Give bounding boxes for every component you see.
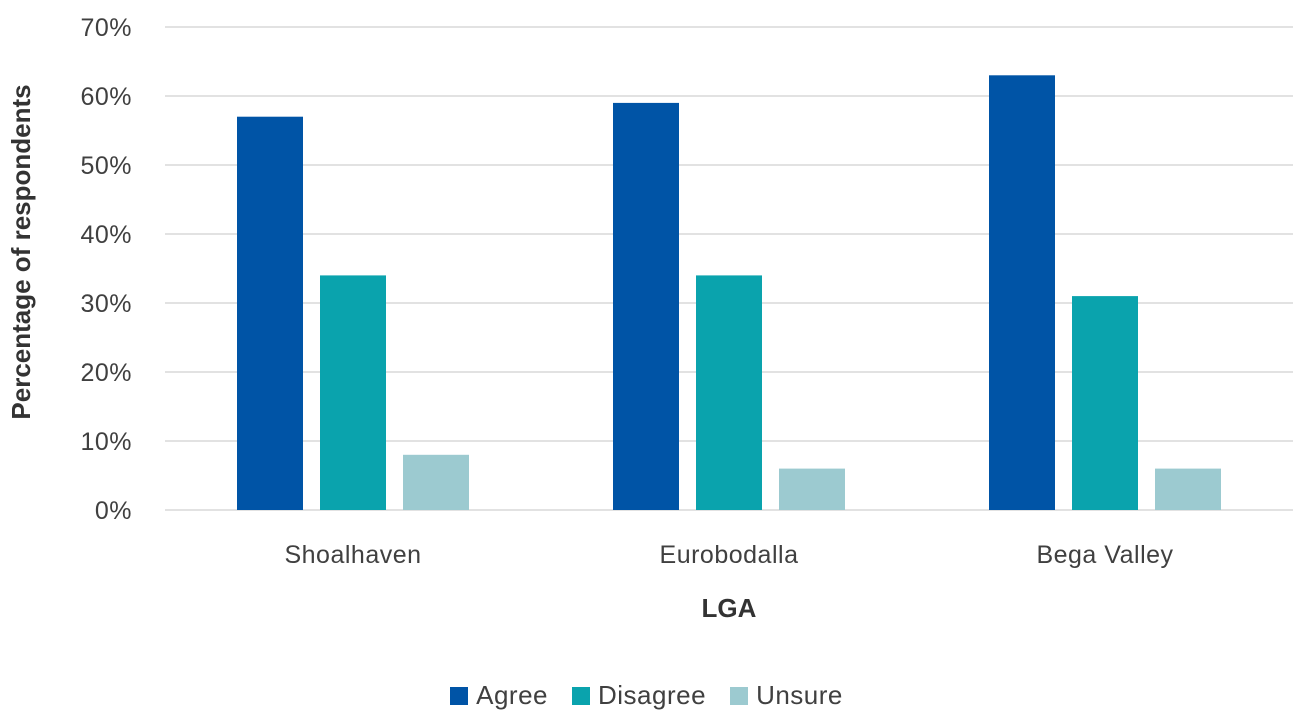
y-tick-label: 60% bbox=[80, 83, 132, 111]
legend-label: Unsure bbox=[756, 680, 843, 710]
y-axis-ticks: 0% 10% 20% 30% 40% 50% 60% 70% bbox=[80, 14, 132, 525]
legend-item-agree: Agree bbox=[450, 680, 548, 711]
bar-disagree-eurobodalla bbox=[696, 275, 762, 510]
y-tick-label: 30% bbox=[80, 290, 132, 318]
y-tick-label: 70% bbox=[80, 14, 132, 42]
y-tick-label: 40% bbox=[80, 221, 132, 249]
bar-agree-bega-valley bbox=[989, 75, 1055, 511]
legend-swatch bbox=[730, 686, 749, 705]
bar-unsure-shoalhaven bbox=[403, 454, 469, 510]
x-axis-title: LGA bbox=[702, 593, 757, 623]
legend-item-unsure: Unsure bbox=[730, 680, 843, 711]
x-axis-categories: Shoalhaven Eurobodalla Bega Valley bbox=[284, 541, 1173, 569]
x-category-label: Bega Valley bbox=[1036, 541, 1173, 569]
y-axis-title: Percentage of respondents bbox=[6, 84, 36, 419]
x-category-label: Eurobodalla bbox=[660, 541, 799, 569]
y-tick-label: 50% bbox=[80, 152, 132, 180]
legend-swatch bbox=[572, 686, 590, 705]
legend-label: Agree bbox=[476, 680, 548, 710]
bars bbox=[237, 75, 1221, 511]
legend-item-disagree: Disagree bbox=[572, 680, 706, 711]
y-tick-label: 0% bbox=[95, 497, 132, 525]
bar-disagree-shoalhaven bbox=[320, 275, 386, 510]
legend: Agree Disagree Unsure bbox=[0, 680, 1293, 711]
bar-unsure-bega-valley bbox=[1155, 468, 1221, 510]
y-tick-label: 10% bbox=[80, 428, 132, 456]
bar-chart: 0% 10% 20% 30% 40% 50% 60% 70% Shoalhaven Eurobo… bbox=[6, 14, 1293, 623]
y-tick-label: 20% bbox=[80, 359, 132, 387]
x-category-label: Shoalhaven bbox=[284, 541, 421, 569]
bar-agree-shoalhaven bbox=[237, 116, 303, 510]
bar-unsure-eurobodalla bbox=[779, 468, 845, 510]
legend-swatch bbox=[450, 686, 469, 705]
bar-disagree-bega-valley bbox=[1072, 296, 1138, 510]
bar-agree-eurobodalla bbox=[613, 102, 679, 511]
legend-label: Disagree bbox=[598, 680, 707, 710]
